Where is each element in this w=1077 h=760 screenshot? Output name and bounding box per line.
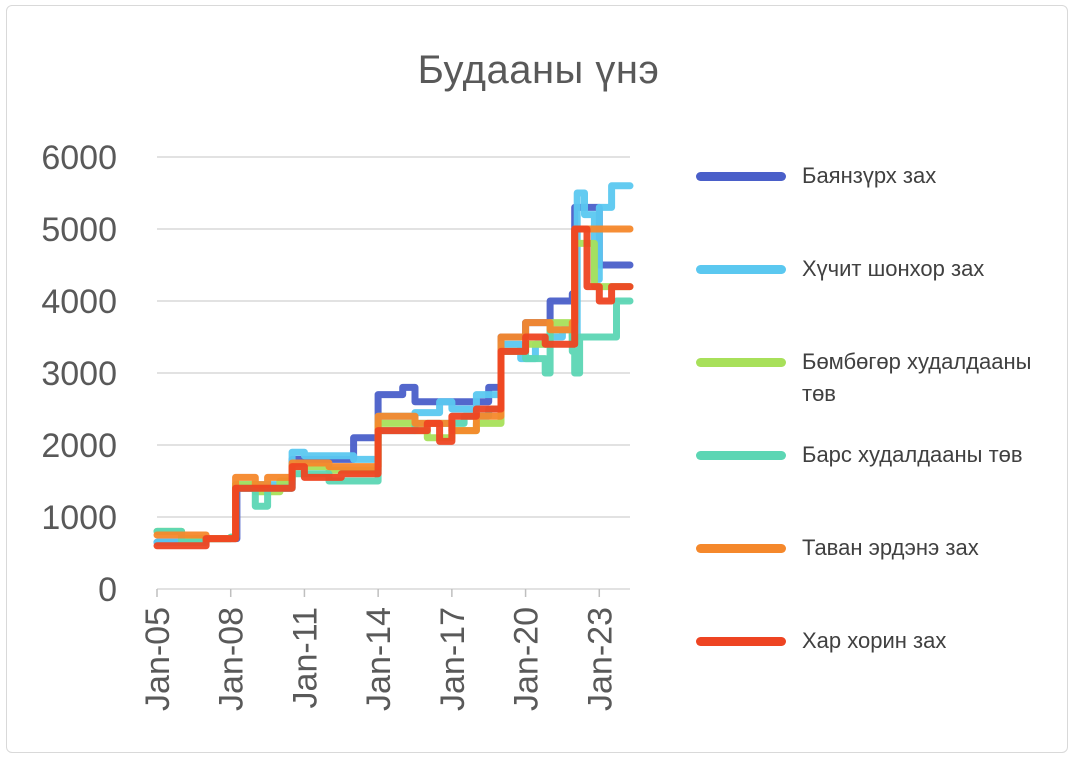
y-tick-label: 5000 (41, 211, 117, 249)
legend-item: Баянзүрх зах (696, 160, 1032, 192)
x-tick-label: Jan-23 (581, 607, 619, 711)
legend-swatch (696, 451, 786, 460)
y-tick-label: 0 (98, 571, 117, 609)
series-line-3 (153, 239, 634, 543)
series-line-6 (153, 225, 634, 550)
y-tick-label: 1000 (41, 499, 117, 537)
y-tick-label: 2000 (41, 427, 117, 465)
y-tick-label: 3000 (41, 355, 117, 393)
legend-label: Хар хорин зах (802, 628, 947, 653)
legend-item: Барс худалдааны төв (696, 439, 1032, 471)
legend-label: Бөмбөгөр худалдааны төв (802, 349, 1032, 406)
legend-swatch (696, 637, 786, 646)
legend-item: Хар хорин зах (696, 625, 1032, 657)
legend-label: Барс худалдааны төв (802, 442, 1023, 467)
legend-label: Хүчит шонхор зах (802, 256, 985, 281)
legend-item: Бөмбөгөр худалдааны төв (696, 346, 1032, 410)
chart-frame (6, 5, 1068, 753)
legend-swatch (696, 265, 786, 274)
x-tick-label: Jan-11 (286, 607, 324, 708)
legend-swatch (696, 544, 786, 553)
x-tick-label: Jan-17 (434, 607, 472, 711)
legend-item: Таван эрдэнэ зах (696, 532, 1032, 564)
legend-label: Баянзүрх зах (802, 163, 937, 188)
legend-swatch (696, 172, 786, 181)
y-tick-label: 4000 (41, 283, 117, 321)
series-line-5 (153, 225, 634, 543)
y-tick-label: 6000 (41, 139, 117, 177)
x-tick-label: Jan-05 (139, 607, 177, 711)
x-tick-label: Jan-14 (360, 607, 398, 711)
series-line-2 (153, 182, 634, 546)
legend-label: Таван эрдэнэ зах (802, 535, 979, 560)
chart-title: Будааны үнэ (417, 48, 660, 92)
x-tick-label: Jan-08 (213, 607, 251, 711)
x-tick-label: Jan-20 (508, 607, 546, 711)
series-line-1 (153, 203, 634, 546)
legend-swatch (696, 358, 786, 367)
legend-item: Хүчит шонхор зах (696, 253, 1032, 285)
